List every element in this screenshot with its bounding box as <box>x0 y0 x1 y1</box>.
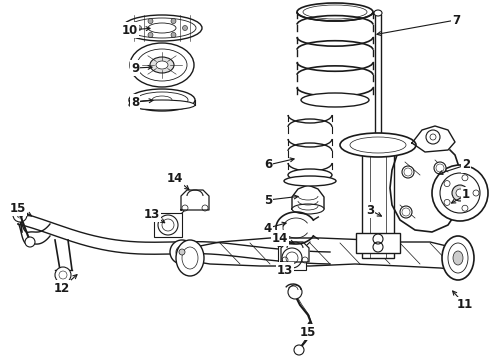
Circle shape <box>434 162 446 174</box>
Circle shape <box>148 32 153 37</box>
Ellipse shape <box>176 240 204 276</box>
Text: 10: 10 <box>122 23 138 36</box>
Circle shape <box>137 26 142 31</box>
Polygon shape <box>390 142 462 232</box>
Text: 1: 1 <box>462 189 470 202</box>
Circle shape <box>288 285 302 299</box>
Ellipse shape <box>340 133 416 157</box>
Circle shape <box>294 345 304 355</box>
Ellipse shape <box>301 93 369 107</box>
Text: 14: 14 <box>272 231 288 244</box>
Polygon shape <box>412 126 455 152</box>
Text: 15: 15 <box>10 202 26 215</box>
Text: 15: 15 <box>300 325 316 338</box>
Circle shape <box>282 248 302 268</box>
Circle shape <box>426 130 440 144</box>
Text: 9: 9 <box>131 62 139 75</box>
Circle shape <box>25 237 35 247</box>
Circle shape <box>400 206 412 218</box>
Ellipse shape <box>129 89 195 111</box>
Circle shape <box>456 189 464 197</box>
Circle shape <box>444 181 450 186</box>
Text: 2: 2 <box>462 158 470 171</box>
Circle shape <box>13 208 27 222</box>
Ellipse shape <box>292 204 324 214</box>
Polygon shape <box>180 238 462 270</box>
Circle shape <box>402 166 414 178</box>
Circle shape <box>171 32 176 37</box>
Polygon shape <box>292 185 324 209</box>
Ellipse shape <box>288 169 332 181</box>
Text: 6: 6 <box>264 158 272 171</box>
Bar <box>356 233 400 253</box>
Ellipse shape <box>156 61 168 69</box>
Polygon shape <box>181 190 209 210</box>
Ellipse shape <box>148 23 176 33</box>
Text: 5: 5 <box>264 194 272 207</box>
Polygon shape <box>281 242 309 262</box>
Ellipse shape <box>150 57 174 73</box>
Circle shape <box>452 185 468 201</box>
Bar <box>278 246 306 270</box>
Ellipse shape <box>442 236 474 280</box>
Ellipse shape <box>130 43 194 87</box>
Bar <box>362 140 394 258</box>
Text: 12: 12 <box>54 282 70 294</box>
Text: 14: 14 <box>167 171 183 184</box>
Circle shape <box>148 19 153 23</box>
Ellipse shape <box>297 3 373 21</box>
Ellipse shape <box>374 10 382 16</box>
Text: 4: 4 <box>264 221 272 234</box>
Circle shape <box>171 19 176 23</box>
Circle shape <box>158 215 178 235</box>
Circle shape <box>462 205 468 211</box>
Circle shape <box>444 199 450 206</box>
Text: 11: 11 <box>457 298 473 311</box>
Bar <box>154 213 182 237</box>
Text: 13: 13 <box>144 207 160 220</box>
Ellipse shape <box>284 176 336 186</box>
Ellipse shape <box>453 251 463 265</box>
Circle shape <box>182 26 188 31</box>
Text: 7: 7 <box>452 13 460 27</box>
Ellipse shape <box>129 100 195 110</box>
Ellipse shape <box>122 15 202 41</box>
Circle shape <box>473 190 479 196</box>
Text: 13: 13 <box>277 264 293 276</box>
Circle shape <box>170 240 194 264</box>
Circle shape <box>14 204 26 216</box>
Circle shape <box>462 175 468 181</box>
Circle shape <box>179 249 185 255</box>
Circle shape <box>432 165 488 221</box>
Text: 8: 8 <box>131 95 139 108</box>
Circle shape <box>55 267 71 283</box>
Text: 3: 3 <box>366 203 374 216</box>
